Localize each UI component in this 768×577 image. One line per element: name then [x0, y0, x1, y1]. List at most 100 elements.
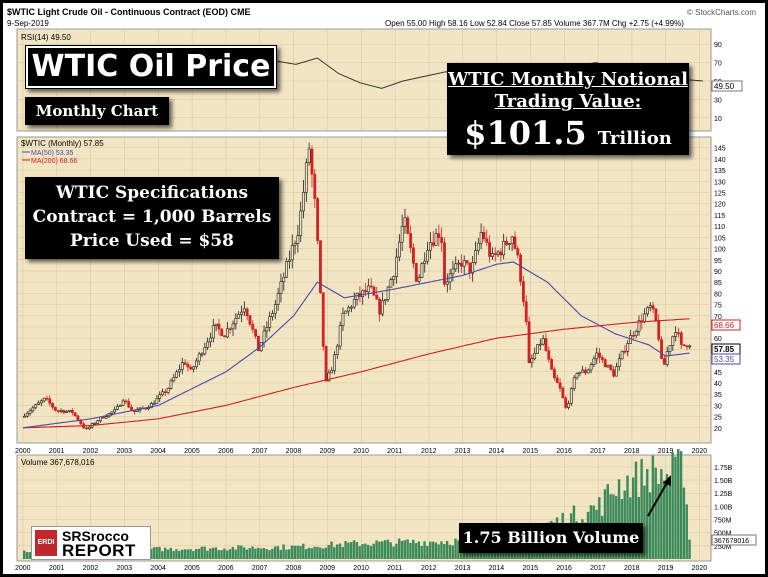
candle-body — [541, 338, 545, 345]
candle-body — [395, 256, 398, 277]
year-label: 2019 — [658, 565, 674, 572]
volume-bar — [304, 549, 308, 559]
candle-body — [623, 350, 627, 353]
candle-body — [361, 290, 365, 297]
volume-bar — [674, 456, 677, 559]
candle-body — [654, 308, 658, 321]
candle-body — [555, 377, 559, 384]
volume-bar — [192, 551, 195, 559]
candle-body — [214, 323, 218, 326]
year-label: 2003 — [116, 565, 132, 572]
volume-bar — [386, 539, 390, 559]
volume-bar — [631, 477, 635, 559]
candle-body — [234, 317, 238, 325]
ohlc-line: Open 55.00 High 58.16 Low 52.84 Close 57… — [385, 19, 684, 28]
volume-bar — [228, 549, 232, 559]
subtitle-box: Monthly Chart — [25, 97, 169, 125]
candle-body — [451, 268, 455, 275]
candle-body — [68, 409, 71, 412]
price-tick-label: 115 — [714, 213, 725, 220]
candle-body — [651, 305, 655, 310]
volume-tag-value: 367678016 — [714, 538, 749, 545]
ma200-line — [22, 318, 690, 429]
candle-body — [254, 329, 257, 337]
chart-frame: $WTIC Light Crude Oil - Continuous Contr… — [3, 3, 765, 574]
candle-body — [626, 343, 630, 352]
candle-body — [282, 276, 286, 282]
volume-bar — [660, 469, 663, 559]
volume-tick-label: 1.00B — [714, 504, 733, 511]
candle-body — [231, 323, 235, 330]
year-label: 2007 — [252, 448, 268, 455]
candle-body — [31, 407, 35, 412]
volume-bar — [254, 548, 257, 559]
price-y-axis: 145 140 135 130 125 120 115 110 105 100 95 90 85 80 75… — [714, 146, 726, 433]
candle-body — [121, 400, 125, 406]
candle-body — [39, 400, 43, 404]
candle-body — [70, 409, 74, 413]
volume-bar — [389, 542, 392, 559]
volume-bar — [316, 546, 319, 559]
candle-body — [76, 415, 80, 421]
volume-bar — [454, 538, 457, 559]
price-tick-label: 100 — [714, 247, 726, 254]
symbol-line: $WTIC Light Crude Oil - Continuous Contr… — [7, 7, 250, 17]
candle-body — [217, 323, 221, 330]
price-tick-label: 135 — [714, 168, 726, 175]
volume-bar — [440, 541, 443, 559]
candle-body — [400, 226, 404, 243]
candle-body — [313, 173, 317, 199]
volume-bar — [375, 540, 378, 559]
volume-bar — [313, 546, 316, 559]
year-label: 2016 — [556, 565, 572, 572]
candle-body — [581, 369, 585, 373]
ma50-tag-value: 53.35 — [714, 355, 735, 364]
volume-bar — [276, 546, 280, 559]
candle-body — [674, 332, 678, 337]
candle-body — [648, 305, 652, 308]
volume-bar — [169, 547, 173, 559]
candle-body — [352, 299, 356, 308]
candle-body — [431, 242, 435, 246]
volume-bar — [671, 452, 674, 559]
year-label: 2012 — [421, 448, 437, 455]
candle-body — [161, 391, 164, 396]
volume-bar — [330, 541, 333, 559]
candle-body — [54, 406, 57, 411]
candle-body — [45, 397, 49, 400]
candle-body — [592, 358, 596, 365]
candle-body — [417, 277, 421, 282]
rsi-tag — [711, 80, 743, 92]
price-tick-label: 20 — [714, 426, 722, 433]
volume-bar — [206, 550, 209, 559]
volume-bar — [409, 542, 412, 559]
candle-body — [73, 412, 77, 417]
volume-bar — [271, 548, 274, 559]
price-tick-label: 60 — [714, 336, 722, 343]
candle-body — [389, 279, 393, 288]
candle-body — [524, 301, 528, 323]
price-tick-label: 40 — [714, 381, 722, 388]
candle-body — [600, 357, 604, 360]
volume-bar — [307, 547, 311, 559]
candle-body — [378, 298, 382, 315]
year-label: 2017 — [590, 565, 606, 572]
candle-body — [166, 387, 170, 393]
candle-body — [643, 313, 647, 323]
candle-body — [688, 345, 692, 348]
candle-body — [302, 191, 305, 212]
year-label: 2013 — [455, 448, 471, 455]
year-label: 2011 — [387, 565, 402, 572]
candle-body — [347, 306, 351, 312]
candle-body — [310, 148, 314, 175]
candle-body — [87, 426, 91, 429]
rsi-label: RSI(14) 49.50 — [21, 33, 71, 42]
candle-body — [203, 347, 207, 355]
volume-bar — [149, 548, 153, 559]
candle-body — [657, 320, 661, 340]
candle-body — [544, 338, 548, 351]
candle-body — [584, 369, 587, 374]
volume-bar — [369, 545, 373, 559]
ma50-tag — [711, 353, 741, 365]
volume-bar — [685, 504, 688, 559]
